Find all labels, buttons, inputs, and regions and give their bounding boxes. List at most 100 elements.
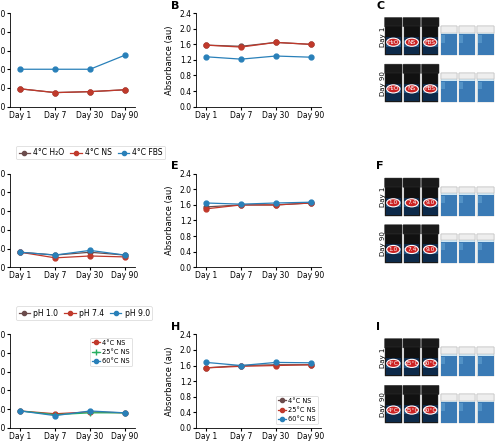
Text: I: I <box>376 322 380 332</box>
Bar <box>422 37 438 54</box>
Bar <box>422 201 438 207</box>
Bar <box>404 358 419 375</box>
Text: 1.0: 1.0 <box>388 200 398 206</box>
Text: Day 90: Day 90 <box>380 232 386 256</box>
FancyBboxPatch shape <box>422 339 439 348</box>
Bar <box>440 187 457 216</box>
Bar <box>441 82 445 90</box>
Bar <box>478 357 482 364</box>
Bar <box>422 187 438 216</box>
Bar <box>478 196 482 203</box>
Bar <box>440 26 457 33</box>
FancyBboxPatch shape <box>384 385 402 395</box>
Ellipse shape <box>405 246 418 254</box>
FancyBboxPatch shape <box>384 178 402 187</box>
Bar <box>386 198 401 215</box>
Bar <box>459 348 475 377</box>
Bar <box>386 358 401 375</box>
Text: 60°C: 60°C <box>423 407 438 413</box>
Text: NS: NS <box>408 40 416 45</box>
Bar <box>478 35 482 43</box>
Bar <box>404 248 419 254</box>
Text: H₂O: H₂O <box>388 40 399 45</box>
Bar <box>478 26 494 55</box>
Bar <box>404 362 419 368</box>
Bar <box>459 187 475 216</box>
Bar <box>478 355 494 377</box>
Bar <box>422 41 438 47</box>
FancyBboxPatch shape <box>403 225 420 234</box>
Bar <box>386 41 401 47</box>
Bar <box>404 187 420 216</box>
Bar <box>478 394 494 423</box>
Bar <box>478 82 482 90</box>
Bar <box>440 348 457 377</box>
Bar <box>441 35 445 43</box>
Bar <box>460 35 464 43</box>
Bar <box>478 348 494 377</box>
Bar <box>478 234 494 240</box>
Bar <box>404 73 420 102</box>
Bar <box>422 248 438 254</box>
Bar <box>404 87 419 93</box>
Bar <box>460 196 464 203</box>
Bar <box>440 26 457 55</box>
Bar <box>422 244 438 262</box>
Bar <box>422 198 438 215</box>
Text: NS: NS <box>408 86 416 91</box>
Bar <box>459 73 475 102</box>
FancyBboxPatch shape <box>384 18 402 27</box>
FancyBboxPatch shape <box>384 225 402 234</box>
Bar <box>478 394 494 400</box>
Bar <box>404 201 419 207</box>
Bar <box>440 234 457 262</box>
Bar <box>441 243 445 250</box>
Bar <box>404 37 419 54</box>
Text: 9.0: 9.0 <box>426 247 435 252</box>
Text: H: H <box>171 322 180 332</box>
Bar <box>385 234 402 262</box>
Text: FBS: FBS <box>424 86 436 91</box>
FancyBboxPatch shape <box>403 178 420 187</box>
Ellipse shape <box>386 199 400 207</box>
Text: Day 1: Day 1 <box>380 26 386 47</box>
Bar <box>460 402 475 423</box>
Bar <box>478 26 494 33</box>
Ellipse shape <box>405 359 418 367</box>
Bar <box>441 355 456 377</box>
FancyBboxPatch shape <box>384 339 402 348</box>
Bar <box>459 394 475 423</box>
Bar <box>460 243 464 250</box>
Bar <box>440 348 457 354</box>
Bar <box>386 405 401 422</box>
Bar <box>441 357 445 364</box>
FancyBboxPatch shape <box>384 64 402 74</box>
FancyBboxPatch shape <box>403 64 420 74</box>
Ellipse shape <box>386 38 400 46</box>
Bar <box>441 196 445 203</box>
Bar <box>459 234 475 262</box>
Text: FBS: FBS <box>424 40 436 45</box>
Bar <box>422 87 438 93</box>
Bar <box>386 84 401 101</box>
FancyBboxPatch shape <box>403 385 420 395</box>
FancyBboxPatch shape <box>403 339 420 348</box>
Bar <box>404 26 420 55</box>
Text: Day 1: Day 1 <box>380 187 386 207</box>
Bar <box>478 348 494 354</box>
Bar <box>460 82 464 90</box>
Text: 9.0: 9.0 <box>426 200 435 206</box>
Bar <box>385 394 402 423</box>
Bar <box>441 81 456 102</box>
Legend: 4°C H₂O, 4°C NS, 4°C FBS: 4°C H₂O, 4°C NS, 4°C FBS <box>16 146 165 160</box>
Bar <box>478 242 494 262</box>
Text: F: F <box>376 161 384 171</box>
Bar <box>422 358 438 375</box>
Bar <box>478 81 494 102</box>
Bar <box>441 404 445 411</box>
Text: 25°C: 25°C <box>404 361 419 366</box>
Bar <box>440 234 457 240</box>
Bar <box>404 41 419 47</box>
Text: Day 1: Day 1 <box>380 348 386 368</box>
Ellipse shape <box>424 246 437 254</box>
